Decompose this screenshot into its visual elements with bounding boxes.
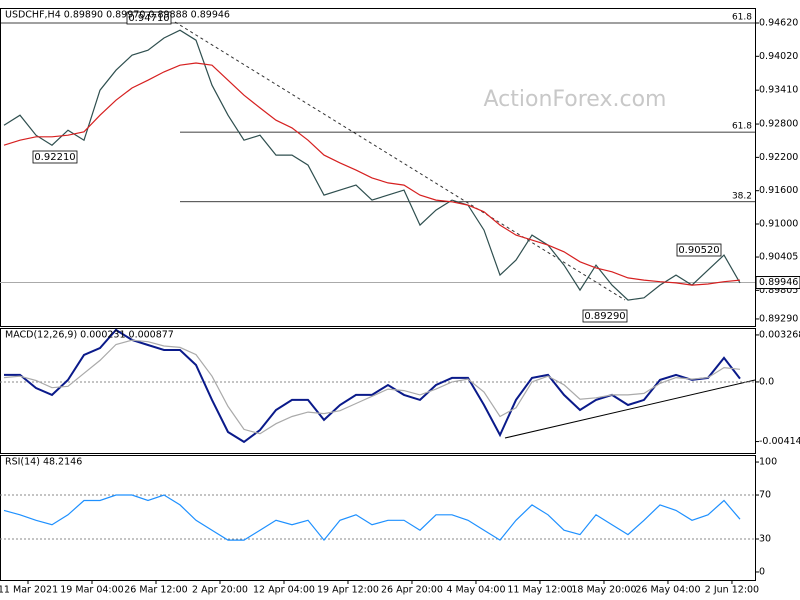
price-annotation-box	[32, 150, 78, 164]
price-annotation: 0.89290	[584, 311, 625, 322]
x-tick-label: 26 Mar 12:00	[124, 585, 187, 596]
panel-frame	[0, 455, 756, 581]
price-annotation-box	[126, 11, 172, 25]
y-tick-label: 0.92800	[759, 119, 798, 130]
series-line	[4, 328, 741, 444]
y-tick-label: 0.92200	[759, 152, 798, 163]
panel-title: MACD(12,26,9) 0.000231 0.000877	[5, 330, 174, 341]
series-line	[3, 62, 741, 286]
fib-level-label: 61.8	[732, 122, 752, 132]
y-tick-label: 0.91600	[759, 185, 798, 196]
fib-level-label: 61.8	[732, 12, 752, 22]
panel-title: RSI(14) 48.2146	[5, 457, 82, 468]
price-annotation: 0.94710	[128, 13, 169, 24]
y-tick-label: 0.0	[759, 376, 774, 387]
y-tick-label: 0.89805	[759, 285, 798, 296]
y-tick-label: 0.94020	[759, 51, 798, 62]
x-tick-label: 11 Mar 2021	[0, 585, 58, 596]
y-tick-label: 30	[759, 533, 771, 544]
x-tick-label: 4 May 04:00	[446, 585, 505, 596]
price-annotation-box	[582, 309, 628, 323]
y-tick-label: 100	[759, 457, 777, 468]
x-tick-label: 2 Apr 20:00	[192, 585, 248, 596]
watermark: ActionForex.com	[484, 87, 667, 112]
y-tick-label: 0.90405	[759, 252, 798, 263]
series-line	[3, 29, 741, 301]
last-price-box	[755, 276, 800, 290]
x-tick-label: 18 May 20:00	[571, 585, 636, 596]
panel-title: USDCHF,H4 0.89890 0.89970 0.89888 0.8994…	[5, 10, 230, 21]
y-tick-label: 0.93410	[759, 85, 798, 96]
y-tick-label: 0.89290	[759, 313, 798, 324]
x-tick-label: 26 Apr 20:00	[381, 585, 443, 596]
y-tick-label: 0.91000	[759, 218, 798, 229]
x-tick-label: 19 Mar 04:00	[60, 585, 123, 596]
y-tick-label: 0	[759, 566, 765, 577]
x-tick-label: 12 Apr 04:00	[253, 585, 315, 596]
price-annotation: 0.92210	[34, 152, 75, 163]
last-price-label: 0.89946	[759, 277, 798, 288]
series-line	[3, 494, 741, 542]
panel-frame	[0, 328, 756, 454]
x-tick-label: 11 May 12:00	[507, 585, 572, 596]
trend-line	[174, 21, 626, 301]
fib-level-label: 38.2	[732, 191, 752, 201]
x-tick-label: 26 May 04:00	[635, 585, 700, 596]
series-line	[3, 339, 741, 435]
panel-frame	[0, 8, 756, 327]
y-tick-label: 0.94620	[759, 17, 798, 28]
price-annotation: 0.90520	[678, 245, 719, 256]
x-tick-label: 2 Jun 12:00	[705, 585, 759, 596]
y-tick-label: 0.003268	[759, 329, 800, 340]
x-tick-label: 19 Apr 12:00	[317, 585, 379, 596]
price-annotation-box	[676, 243, 722, 257]
y-tick-label: -0.004144	[759, 436, 800, 447]
y-tick-label: 70	[759, 490, 771, 501]
macd-trend-line	[504, 379, 756, 439]
